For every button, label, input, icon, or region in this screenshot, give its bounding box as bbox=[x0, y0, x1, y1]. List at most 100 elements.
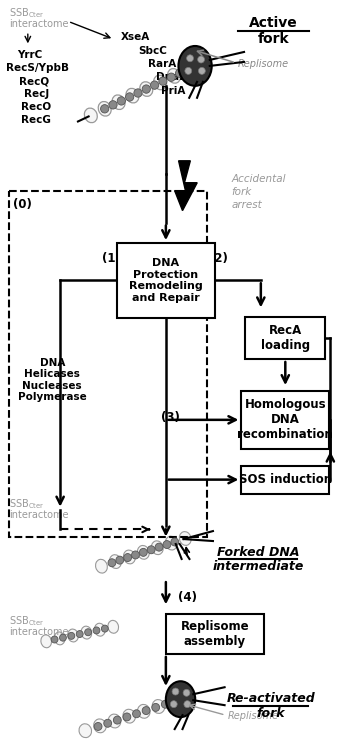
Circle shape bbox=[167, 73, 175, 81]
Text: (4): (4) bbox=[177, 590, 197, 604]
Circle shape bbox=[163, 541, 171, 549]
Text: DnaE: DnaE bbox=[156, 72, 186, 82]
Circle shape bbox=[184, 65, 192, 73]
Circle shape bbox=[133, 710, 140, 718]
Ellipse shape bbox=[166, 682, 195, 717]
Text: fork: fork bbox=[258, 32, 289, 46]
Ellipse shape bbox=[112, 95, 125, 109]
Text: SbcC: SbcC bbox=[138, 46, 167, 57]
Circle shape bbox=[152, 703, 160, 711]
Circle shape bbox=[155, 543, 163, 551]
Ellipse shape bbox=[154, 75, 167, 90]
Circle shape bbox=[123, 713, 131, 721]
Ellipse shape bbox=[179, 532, 191, 545]
Circle shape bbox=[60, 634, 66, 641]
Text: RecJ: RecJ bbox=[24, 89, 49, 99]
Ellipse shape bbox=[152, 700, 165, 713]
Circle shape bbox=[131, 551, 139, 559]
Text: Accidental: Accidental bbox=[231, 173, 286, 184]
Circle shape bbox=[151, 81, 159, 89]
Ellipse shape bbox=[123, 710, 135, 723]
Text: Replisome: Replisome bbox=[228, 711, 279, 721]
Text: DNA
Helicases
Nucleases
Polymerase: DNA Helicases Nucleases Polymerase bbox=[18, 357, 87, 403]
Text: interactome: interactome bbox=[9, 627, 69, 637]
Text: arrest: arrest bbox=[231, 200, 262, 210]
Bar bbox=[9, 191, 207, 538]
Ellipse shape bbox=[181, 62, 194, 77]
Circle shape bbox=[109, 101, 117, 109]
Bar bbox=[241, 391, 329, 449]
Circle shape bbox=[134, 89, 142, 97]
Text: fork: fork bbox=[231, 187, 252, 197]
Text: Replisome
assembly: Replisome assembly bbox=[181, 620, 249, 648]
Circle shape bbox=[101, 105, 109, 113]
Text: (1): (1) bbox=[102, 252, 120, 265]
Text: (0): (0) bbox=[13, 198, 33, 211]
Text: RecA
loading: RecA loading bbox=[261, 324, 310, 352]
Bar bbox=[117, 243, 215, 317]
Circle shape bbox=[94, 722, 102, 731]
Text: (2): (2) bbox=[209, 252, 228, 265]
Circle shape bbox=[183, 689, 190, 696]
Ellipse shape bbox=[140, 81, 153, 97]
Bar bbox=[245, 317, 326, 359]
Circle shape bbox=[116, 556, 124, 564]
Circle shape bbox=[51, 636, 58, 643]
Text: PriA: PriA bbox=[161, 86, 185, 96]
Circle shape bbox=[198, 56, 204, 63]
Circle shape bbox=[76, 630, 83, 638]
Circle shape bbox=[171, 538, 179, 546]
Circle shape bbox=[113, 716, 121, 724]
Text: RecG: RecG bbox=[21, 115, 51, 125]
Ellipse shape bbox=[124, 550, 135, 564]
Circle shape bbox=[170, 700, 177, 708]
Ellipse shape bbox=[79, 724, 92, 737]
Circle shape bbox=[147, 546, 155, 553]
Circle shape bbox=[68, 633, 75, 639]
Text: YrrC: YrrC bbox=[17, 51, 42, 60]
Ellipse shape bbox=[95, 559, 107, 573]
Text: Replisome: Replisome bbox=[238, 59, 289, 69]
Text: intermediate: intermediate bbox=[212, 559, 303, 573]
Ellipse shape bbox=[167, 694, 179, 709]
Ellipse shape bbox=[41, 635, 52, 648]
Text: Forked DNA: Forked DNA bbox=[217, 546, 299, 559]
Ellipse shape bbox=[54, 632, 65, 645]
Text: Homologous
DNA
recombination: Homologous DNA recombination bbox=[237, 398, 333, 441]
Text: Re-activated: Re-activated bbox=[226, 692, 315, 705]
Circle shape bbox=[175, 69, 184, 78]
Text: RecO: RecO bbox=[21, 102, 51, 112]
Circle shape bbox=[199, 67, 205, 75]
Circle shape bbox=[171, 697, 179, 705]
Text: RarA: RarA bbox=[148, 59, 176, 69]
Polygon shape bbox=[175, 161, 197, 210]
Circle shape bbox=[93, 627, 100, 634]
Circle shape bbox=[104, 719, 112, 728]
Text: SSB$_{\mathregular{Cter}}$: SSB$_{\mathregular{Cter}}$ bbox=[9, 7, 45, 20]
Ellipse shape bbox=[84, 108, 97, 123]
Text: SSB$_{\mathregular{Cter}}$: SSB$_{\mathregular{Cter}}$ bbox=[9, 615, 45, 628]
Ellipse shape bbox=[179, 46, 212, 86]
Ellipse shape bbox=[98, 102, 111, 116]
Ellipse shape bbox=[110, 555, 121, 569]
Ellipse shape bbox=[137, 545, 149, 559]
Ellipse shape bbox=[68, 629, 78, 642]
Circle shape bbox=[101, 625, 108, 632]
Circle shape bbox=[126, 93, 134, 101]
Text: XseA: XseA bbox=[121, 32, 150, 42]
Ellipse shape bbox=[126, 88, 139, 103]
Ellipse shape bbox=[167, 69, 181, 83]
Circle shape bbox=[117, 97, 126, 105]
Circle shape bbox=[172, 688, 179, 695]
Circle shape bbox=[124, 553, 131, 562]
Bar bbox=[241, 466, 329, 494]
Ellipse shape bbox=[195, 56, 208, 70]
Bar bbox=[166, 614, 264, 654]
Circle shape bbox=[186, 55, 193, 62]
Ellipse shape bbox=[81, 626, 92, 639]
Text: fork: fork bbox=[256, 707, 285, 720]
Text: (3): (3) bbox=[161, 412, 180, 425]
Ellipse shape bbox=[94, 624, 105, 636]
Ellipse shape bbox=[181, 690, 194, 703]
Text: RecS/YpbB: RecS/YpbB bbox=[6, 63, 69, 73]
